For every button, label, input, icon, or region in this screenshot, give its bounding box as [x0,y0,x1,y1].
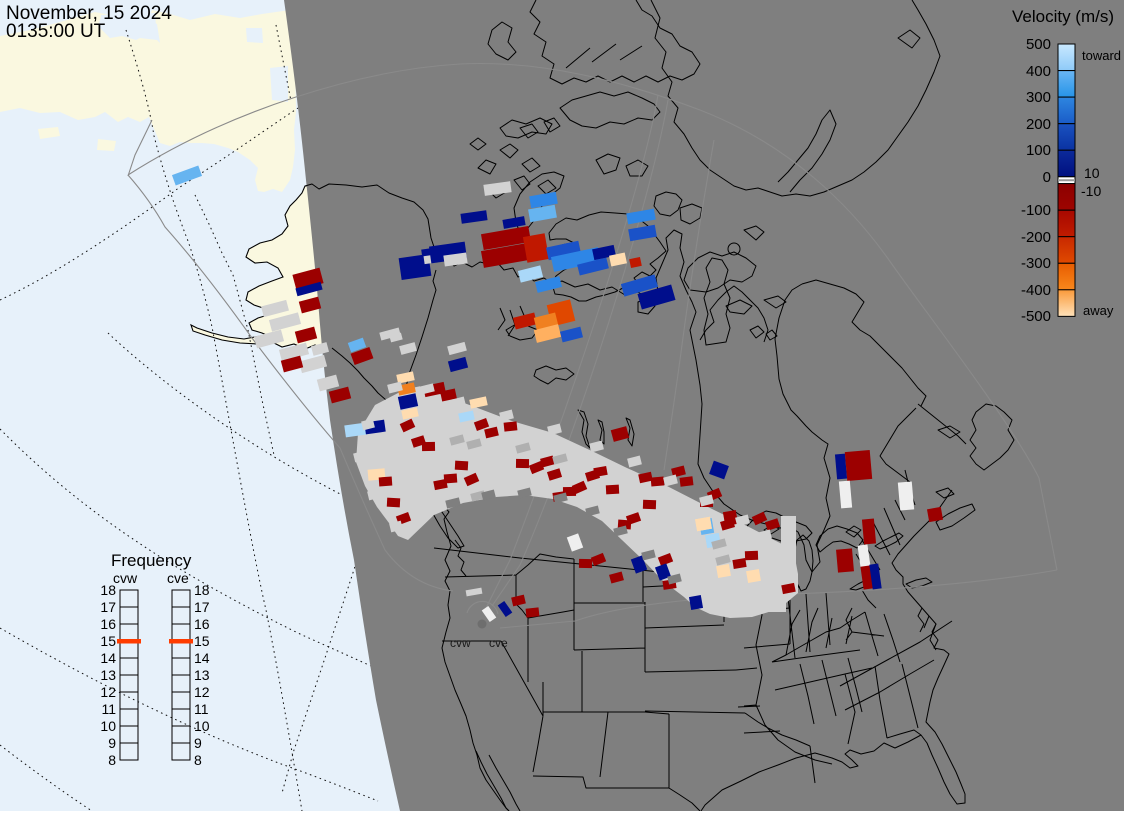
svg-text:15: 15 [100,633,116,649]
svg-text:-10: -10 [1081,183,1101,199]
svg-text:0: 0 [1043,169,1051,186]
svg-text:9: 9 [108,735,116,751]
svg-text:10: 10 [194,718,210,734]
svg-text:Frequency: Frequency [111,551,192,570]
svg-text:11: 11 [194,701,209,717]
svg-text:away: away [1083,303,1114,318]
svg-text:400: 400 [1026,63,1051,80]
svg-text:15: 15 [194,633,210,649]
svg-text:9: 9 [194,735,202,751]
svg-text:10: 10 [1084,165,1100,181]
svg-text:cvw: cvw [113,570,138,586]
svg-text:13: 13 [100,667,116,683]
svg-text:12: 12 [194,684,210,700]
svg-text:-500: -500 [1021,308,1051,325]
svg-text:10: 10 [100,718,116,734]
svg-text:-100: -100 [1021,202,1051,219]
svg-text:18: 18 [100,582,116,598]
svg-text:16: 16 [100,616,116,632]
svg-text:17: 17 [194,599,210,615]
svg-text:14: 14 [100,650,116,666]
svg-text:13: 13 [194,667,210,683]
svg-text:-200: -200 [1021,229,1051,246]
svg-text:November, 15 2024: November, 15 2024 [6,3,172,24]
svg-text:cve: cve [489,636,508,650]
svg-text:100: 100 [1026,142,1051,159]
svg-text:8: 8 [194,752,202,768]
svg-text:-400: -400 [1021,282,1051,299]
svg-text:-300: -300 [1021,255,1051,272]
svg-text:18: 18 [194,582,210,598]
svg-text:14: 14 [194,650,210,666]
svg-text:300: 300 [1026,89,1051,106]
svg-text:Velocity (m/s): Velocity (m/s) [1012,7,1114,26]
svg-text:8: 8 [108,752,116,768]
svg-text:500: 500 [1026,36,1051,53]
svg-text:cve: cve [167,570,189,586]
svg-text:0135:00 UT: 0135:00 UT [6,21,106,42]
svg-text:toward: toward [1082,48,1121,63]
svg-text:17: 17 [100,599,116,615]
svg-text:16: 16 [194,616,210,632]
svg-text:200: 200 [1026,116,1051,133]
svg-text:11: 11 [101,701,116,717]
svg-text:cvw: cvw [450,636,471,650]
svg-text:12: 12 [100,684,116,700]
